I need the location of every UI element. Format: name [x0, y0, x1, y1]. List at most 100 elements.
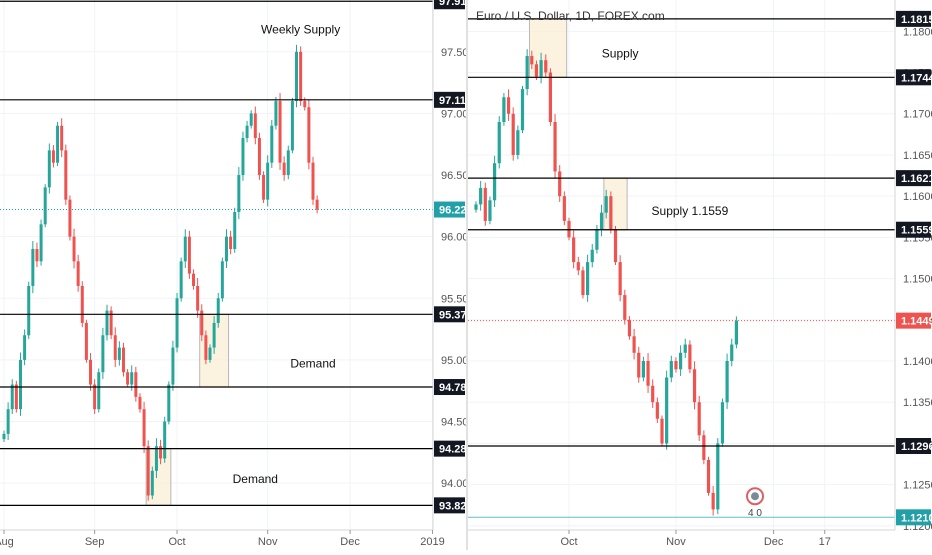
candle-body [253, 113, 257, 139]
candle-body [502, 97, 506, 122]
price-label: 94.28 [439, 444, 466, 456]
price-label: 97.91 [439, 0, 466, 8]
price-tick-label: 1.13500 [903, 397, 932, 409]
time-axis[interactable] [468, 530, 895, 550]
chart-annotation: Demand [233, 472, 278, 486]
price-label-box [434, 91, 465, 108]
price-label-box [434, 379, 465, 396]
candle-body [623, 295, 627, 320]
candle-body [14, 384, 18, 410]
candle-body [627, 319, 632, 337]
candle-body [138, 396, 142, 410]
candle-body [720, 402, 725, 444]
candle-body [208, 347, 212, 360]
price-tick-label: 97.00 [441, 108, 466, 120]
candle-body [192, 273, 196, 286]
candle-body [688, 344, 692, 370]
candle-body [488, 200, 492, 221]
candle-body [539, 60, 543, 77]
candle-body [665, 377, 669, 444]
candle-body [109, 310, 113, 336]
time-tick-label: Dec [340, 536, 360, 548]
price-axis[interactable] [433, 0, 466, 550]
time-tick-label: Nov [258, 536, 278, 548]
candle-body [613, 229, 618, 263]
candle-body [93, 384, 97, 410]
candle-body [224, 236, 228, 262]
candle-body [660, 418, 664, 444]
candle-body [167, 384, 171, 422]
price-label: 1.16219 [901, 173, 932, 185]
candle-body [216, 298, 220, 323]
candle-body [581, 270, 585, 296]
candle-body [474, 204, 478, 210]
price-tick-label: 94.00 [441, 478, 466, 490]
candle-body [641, 361, 645, 378]
candle-body [89, 359, 93, 385]
candle-body [150, 470, 154, 496]
candle-body [679, 352, 683, 370]
candle-body [39, 224, 43, 262]
candle-body [76, 261, 80, 286]
candle-body [692, 369, 697, 403]
chart-annotation: Supply 1.1559 [652, 204, 729, 218]
candle-body [299, 51, 303, 102]
candle-body [651, 385, 655, 403]
candle-body [282, 162, 286, 176]
chart-annotation: Supply [602, 47, 639, 61]
price-tick-label: 1.16000 [903, 191, 932, 203]
price-tick-label: 1.12500 [903, 480, 932, 492]
candle-body [60, 125, 64, 151]
candle-body [590, 249, 594, 263]
candle-body [47, 150, 51, 188]
chart-background [0, 0, 466, 550]
price-label-box [896, 312, 931, 329]
candle-body [51, 150, 55, 163]
price-tick-label: 96.50 [441, 170, 466, 182]
candle-body [632, 336, 636, 353]
dxy-chart-panel[interactable]: Weekly Supply Demand Demand 94.00 94.50 95.00… [0, 0, 469, 550]
price-label: 1.12969 [901, 441, 932, 453]
price-axis[interactable] [895, 0, 932, 550]
price-tick-label: 95.00 [441, 355, 466, 367]
candle-body [31, 248, 35, 286]
chart-title: Euro / U.S. Dollar, 1D, FOREX.com [476, 9, 665, 23]
eurusd-chart-panel[interactable]: Supply Supply 1.1559 Euro / U.S. Dollar, 1… [468, 0, 932, 550]
candle-body [734, 320, 738, 345]
candle-body [159, 446, 163, 459]
candle-body [669, 361, 673, 378]
candle-body [725, 361, 729, 403]
price-label: 97.11 [439, 95, 466, 107]
time-tick-label: 17 [819, 536, 831, 548]
candle-body [520, 89, 525, 131]
candle-body [68, 199, 72, 237]
candle-body [511, 113, 515, 155]
time-axis[interactable] [0, 530, 433, 550]
candle-body [562, 196, 566, 221]
candle-body [113, 335, 117, 360]
candle-body [200, 310, 204, 336]
candle-body [80, 285, 84, 323]
candle-body [544, 60, 548, 73]
candle-body [576, 262, 580, 271]
zone-box [145, 448, 172, 506]
event-badge-label: 4 0 [748, 508, 762, 519]
time-tick-label: Aug [0, 536, 14, 548]
eurusd-chart[interactable]: Supply Supply 1.1559 Euro / U.S. Dollar, 1… [468, 0, 932, 550]
price-label-box [896, 170, 931, 187]
candle-body [212, 322, 216, 348]
price-label-box [896, 69, 931, 86]
candle-body [530, 56, 534, 65]
candle-body [101, 335, 105, 373]
dxy-chart[interactable]: Weekly Supply Demand Demand 94.00 94.50 95.00… [0, 0, 469, 550]
candle-body [64, 150, 68, 200]
candle-body [163, 421, 167, 459]
candle-body [534, 64, 539, 77]
candle-body [237, 175, 241, 212]
price-tick-label: 97.50 [441, 47, 466, 59]
time-tick-label: Dec [764, 536, 784, 548]
price-tick-label: 95.50 [441, 293, 466, 305]
price-label: 95.37 [439, 309, 466, 321]
candle-body [483, 187, 487, 221]
